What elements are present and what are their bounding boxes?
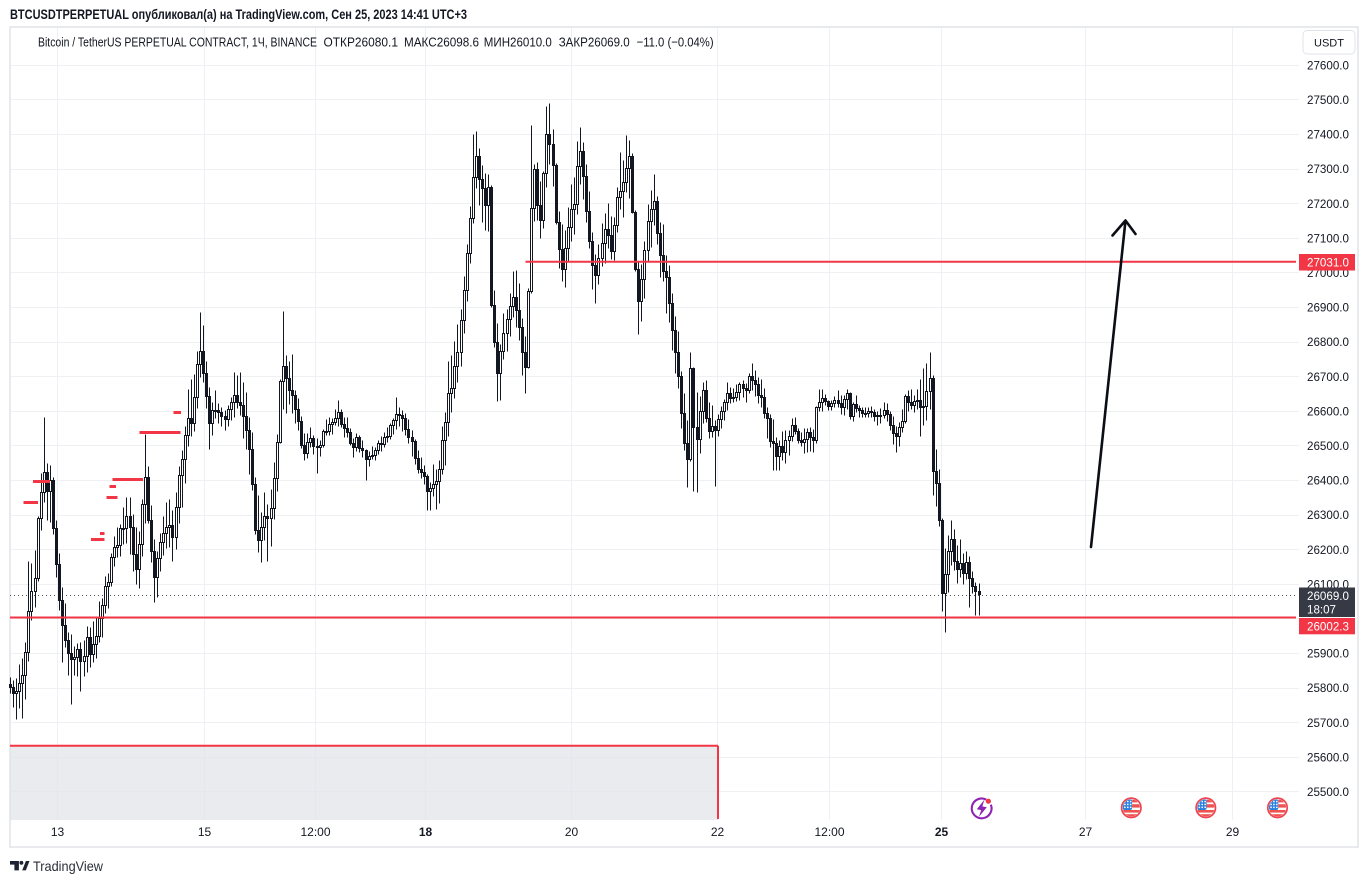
svg-text:13: 13 xyxy=(51,825,65,839)
svg-text:26002.3: 26002.3 xyxy=(1307,619,1349,633)
svg-text:Bitcoin / TetherUS PERPETUAL C: Bitcoin / TetherUS PERPETUAL CONTRACT, 1… xyxy=(38,35,317,50)
svg-text:27400.0: 27400.0 xyxy=(1307,128,1349,142)
svg-text:USDT: USDT xyxy=(1314,38,1344,50)
svg-text:27200.0: 27200.0 xyxy=(1307,197,1349,211)
svg-text:29: 29 xyxy=(1226,825,1240,839)
svg-text:26600.0: 26600.0 xyxy=(1307,404,1349,418)
svg-text:27600.0: 27600.0 xyxy=(1307,58,1349,72)
svg-text:27031.0: 27031.0 xyxy=(1307,256,1349,270)
svg-text:TradingView: TradingView xyxy=(33,858,104,874)
svg-text:26700.0: 26700.0 xyxy=(1307,370,1349,384)
svg-text:25700.0: 25700.0 xyxy=(1307,716,1349,730)
svg-text:26069.0: 26069.0 xyxy=(1307,589,1349,603)
svg-text:22: 22 xyxy=(711,825,725,839)
svg-text:ОТКР26080.1: ОТКР26080.1 xyxy=(324,35,399,50)
svg-text:25500.0: 25500.0 xyxy=(1307,785,1349,799)
svg-text:27: 27 xyxy=(1079,825,1093,839)
svg-text:26800.0: 26800.0 xyxy=(1307,335,1349,349)
svg-text:27300.0: 27300.0 xyxy=(1307,162,1349,176)
svg-text:18: 18 xyxy=(419,825,433,839)
svg-text:12:00: 12:00 xyxy=(300,825,330,839)
svg-text:15: 15 xyxy=(198,825,212,839)
svg-text:−11.0 (−0.04%): −11.0 (−0.04%) xyxy=(637,35,714,50)
svg-text:26300.0: 26300.0 xyxy=(1307,508,1349,522)
svg-text:ЗАКР26069.0: ЗАКР26069.0 xyxy=(559,35,630,50)
svg-text:25900.0: 25900.0 xyxy=(1307,647,1349,661)
svg-text:18:07: 18:07 xyxy=(1307,603,1336,617)
svg-text:26500.0: 26500.0 xyxy=(1307,439,1349,453)
svg-text:BTCUSDTPERPETUAL опубликовал(а: BTCUSDTPERPETUAL опубликовал(а) на Tradi… xyxy=(10,6,467,22)
svg-text:25600.0: 25600.0 xyxy=(1307,750,1349,764)
svg-text:26900.0: 26900.0 xyxy=(1307,301,1349,315)
svg-text:25: 25 xyxy=(935,825,949,839)
svg-text:27500.0: 27500.0 xyxy=(1307,93,1349,107)
svg-text:25800.0: 25800.0 xyxy=(1307,681,1349,695)
svg-text:МАКС26098.6: МАКС26098.6 xyxy=(404,35,479,50)
svg-text:27100.0: 27100.0 xyxy=(1307,231,1349,245)
svg-text:20: 20 xyxy=(565,825,579,839)
svg-text:26400.0: 26400.0 xyxy=(1307,474,1349,488)
svg-text:26200.0: 26200.0 xyxy=(1307,543,1349,557)
svg-text:МИН26010.0: МИН26010.0 xyxy=(484,35,552,50)
svg-text:12:00: 12:00 xyxy=(814,825,844,839)
